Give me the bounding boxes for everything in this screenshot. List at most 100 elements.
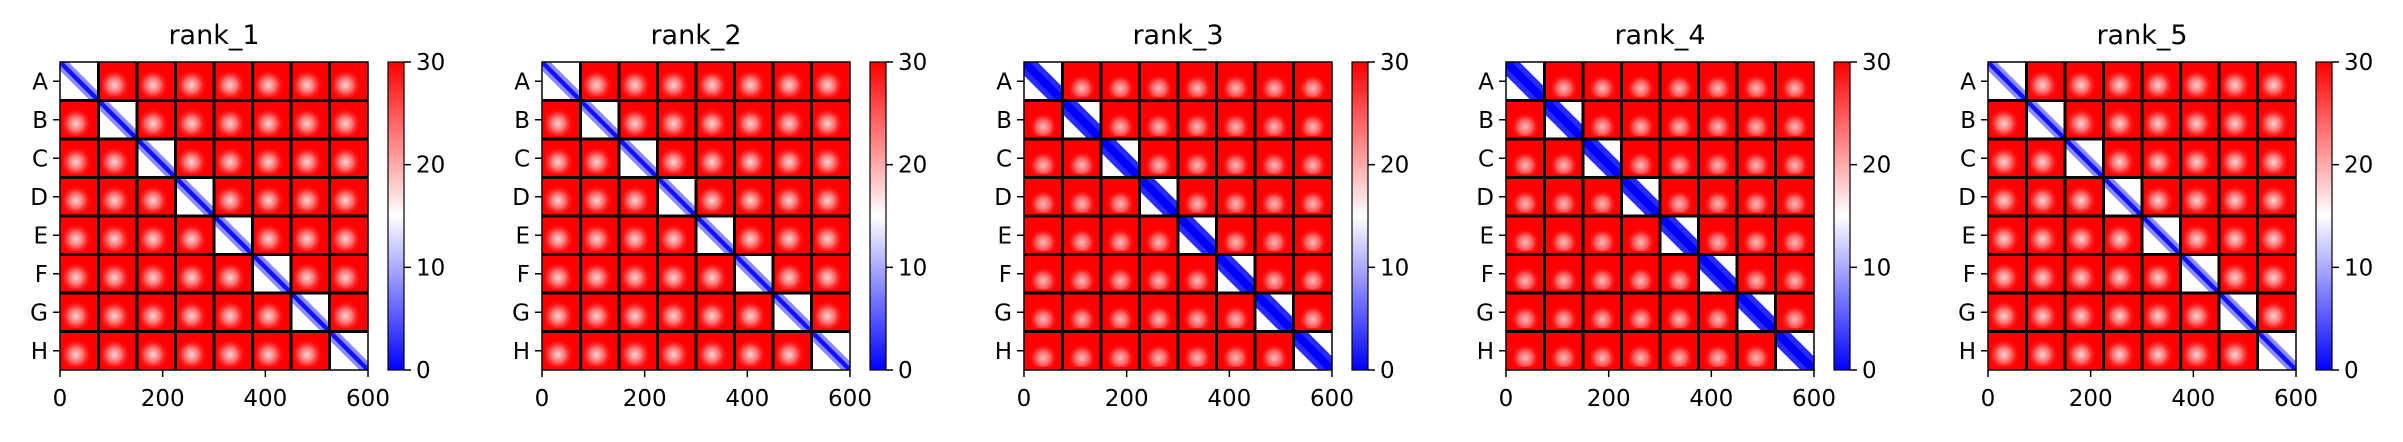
diagonal-block [2180, 254, 2219, 293]
colorbar-tick-label: 0 [1862, 358, 1877, 384]
diagonal-block [1737, 293, 1776, 332]
off-diagonal-block [1740, 103, 1773, 136]
off-diagonal-block [1509, 219, 1542, 252]
diagonal-core [2026, 100, 2065, 139]
off-diagonal-block [1701, 65, 1734, 98]
off-diagonal-block [2106, 334, 2139, 367]
off-diagonal-block [101, 142, 134, 175]
off-diagonal-block [332, 257, 365, 290]
off-diagonal-block [2068, 257, 2101, 290]
off-diagonal-block [737, 180, 770, 213]
diagonal-block [252, 254, 291, 293]
diagonal-core [811, 331, 850, 370]
diagonal-core [773, 293, 812, 332]
chart-title: rank_4 [1614, 20, 1705, 51]
diagonal-core [1139, 177, 1178, 216]
axes-frame [541, 61, 851, 371]
diagonal-block [60, 62, 99, 101]
off-diagonal-block [1740, 334, 1773, 367]
chart-title: rank_3 [1132, 20, 1223, 51]
diagonal-block [1506, 62, 1545, 101]
diagonal-block [580, 100, 619, 139]
off-diagonal-block [545, 257, 578, 290]
off-diagonal-block [1663, 180, 1696, 213]
off-diagonal-block [2260, 180, 2293, 213]
diagonal-block [1621, 177, 1660, 216]
colorbar [2315, 61, 2333, 371]
off-diagonal-block [1624, 334, 1657, 367]
diagonal-core [2257, 331, 2296, 370]
off-diagonal-block [1258, 142, 1291, 175]
y-tick-label: A [514, 69, 530, 95]
y-tick-label: D [30, 185, 48, 211]
off-diagonal-block [2183, 296, 2216, 329]
off-diagonal-block [332, 103, 365, 136]
off-diagonal-block [332, 180, 365, 213]
off-diagonal-block [294, 334, 327, 367]
off-diagonal-block [294, 180, 327, 213]
off-diagonal-block [1142, 334, 1175, 367]
off-diagonal-block [2183, 142, 2216, 175]
off-diagonal-block [2106, 257, 2139, 290]
x-tick-label: 600 [1310, 386, 1354, 412]
off-diagonal-block [2145, 142, 2178, 175]
y-tick-label: H [1477, 339, 1494, 365]
x-tick-label: 0 [535, 386, 550, 412]
off-diagonal-block [332, 219, 365, 252]
colorbar-tick-label: 10 [898, 255, 927, 281]
off-diagonal-block [1258, 257, 1291, 290]
off-diagonal-block [101, 65, 134, 98]
off-diagonal-block [583, 296, 616, 329]
off-diagonal-block [2260, 65, 2293, 98]
off-diagonal-block [1701, 142, 1734, 175]
off-diagonal-block [2068, 219, 2101, 252]
x-tick-label: 0 [1499, 386, 1514, 412]
colorbar-tick-label: 20 [1380, 153, 1409, 179]
off-diagonal-block [622, 219, 655, 252]
colorbar-tick-label: 0 [1380, 358, 1395, 384]
diagonal-core [1737, 293, 1776, 332]
off-diagonal-block [737, 296, 770, 329]
off-diagonal-block [140, 296, 173, 329]
off-diagonal-block [140, 257, 173, 290]
off-diagonal-block [2068, 103, 2101, 136]
colorbar-tick-label: 20 [416, 153, 445, 179]
off-diagonal-block [1509, 296, 1542, 329]
off-diagonal-block [776, 219, 809, 252]
off-diagonal-block [545, 219, 578, 252]
diagonal-core [734, 254, 773, 293]
diagonal-core [696, 216, 735, 255]
off-diagonal-block [660, 219, 693, 252]
off-diagonal-block [1104, 334, 1137, 367]
y-tick-label: D [994, 185, 1012, 211]
off-diagonal-block [178, 103, 211, 136]
x-tick-label: 600 [346, 386, 390, 412]
diagonal-core [2065, 139, 2104, 178]
diagonal-core [580, 100, 619, 139]
off-diagonal-block [178, 219, 211, 252]
off-diagonal-block [1663, 257, 1696, 290]
off-diagonal-block [2260, 296, 2293, 329]
off-diagonal-block [2068, 180, 2101, 213]
off-diagonal-block [1778, 103, 1811, 136]
off-diagonal-block [1027, 103, 1060, 136]
off-diagonal-block [622, 296, 655, 329]
off-diagonal-block [332, 142, 365, 175]
off-diagonal-block [2222, 334, 2255, 367]
off-diagonal-block [63, 334, 96, 367]
off-diagonal-block [1027, 219, 1060, 252]
diagonal-block [696, 216, 735, 255]
off-diagonal-block [814, 65, 847, 98]
diagonal-block [329, 331, 368, 370]
y-tick-label: B [1478, 108, 1494, 134]
diagonal-block [657, 177, 696, 216]
colorbar-tick-label: 10 [1380, 255, 1409, 281]
y-tick-label: E [997, 223, 1012, 249]
off-diagonal-block [1027, 296, 1060, 329]
off-diagonal-block [1547, 142, 1580, 175]
diagonal-core [1775, 331, 1814, 370]
diagonal-block [175, 177, 214, 216]
off-diagonal-block [1258, 103, 1291, 136]
x-tick-label: 400 [1689, 386, 1733, 412]
